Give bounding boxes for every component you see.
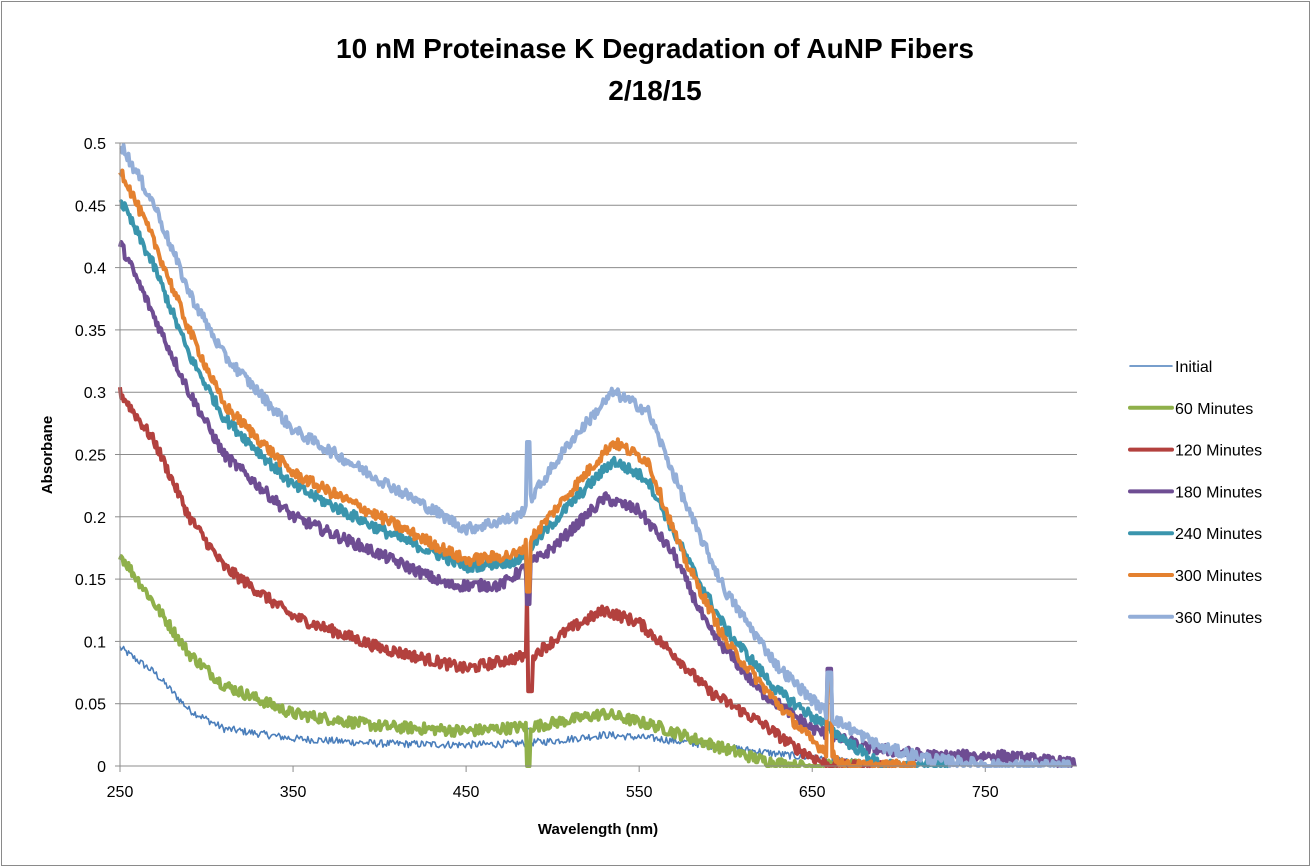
- y-axis-label: Absorbane: [39, 416, 56, 494]
- chart-subtitle: 2/18/15: [608, 75, 701, 106]
- y-tick-label: 0.15: [75, 572, 106, 589]
- legend-label: 360 Minutes: [1175, 610, 1262, 627]
- series-line-120-minutes: [118, 386, 900, 768]
- series-line-60-minutes: [118, 554, 865, 768]
- y-tick-label: 0.25: [75, 448, 106, 465]
- legend-label: Initial: [1175, 359, 1212, 376]
- y-tick-label: 0.5: [84, 136, 106, 153]
- y-tick-label: 0.45: [75, 198, 106, 215]
- x-axis-label: Wavelength (nm): [538, 821, 658, 838]
- y-tick-label: 0.1: [84, 634, 106, 651]
- legend-label: 60 Minutes: [1175, 401, 1253, 418]
- x-tick-label: 350: [280, 784, 307, 801]
- x-tick-label: 450: [453, 784, 480, 801]
- y-tick-label: 0.3: [84, 385, 106, 402]
- legend-label: 180 Minutes: [1175, 484, 1262, 501]
- x-tick-label: 250: [107, 784, 134, 801]
- y-tick-label: 0.2: [84, 510, 106, 527]
- series-line-initial: [119, 645, 968, 767]
- x-tick-label: 550: [626, 784, 653, 801]
- y-tick-label: 0.35: [75, 323, 106, 340]
- chart-title: 10 nM Proteinase K Degradation of AuNP F…: [336, 33, 974, 64]
- x-tick-label: 750: [972, 784, 999, 801]
- legend-label: 300 Minutes: [1175, 568, 1262, 585]
- y-tick-label: 0: [97, 759, 106, 776]
- series-line-180-minutes: [118, 240, 1077, 768]
- y-tick-label: 0.4: [84, 261, 106, 278]
- series-line-300-minutes: [118, 168, 917, 768]
- legend-label: 120 Minutes: [1175, 443, 1262, 460]
- y-tick-label: 0.05: [75, 697, 106, 714]
- legend-label: 240 Minutes: [1175, 526, 1262, 543]
- series-line-360-minutes: [119, 143, 1072, 768]
- x-tick-label: 650: [799, 784, 826, 801]
